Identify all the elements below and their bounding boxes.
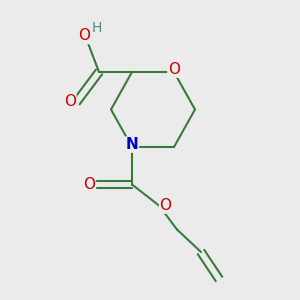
Text: O: O: [78, 28, 90, 44]
Text: O: O: [83, 177, 95, 192]
Text: H: H: [92, 21, 102, 35]
Text: O: O: [168, 62, 180, 77]
Text: O: O: [64, 94, 76, 110]
Text: O: O: [160, 198, 172, 213]
Text: N: N: [126, 137, 138, 152]
